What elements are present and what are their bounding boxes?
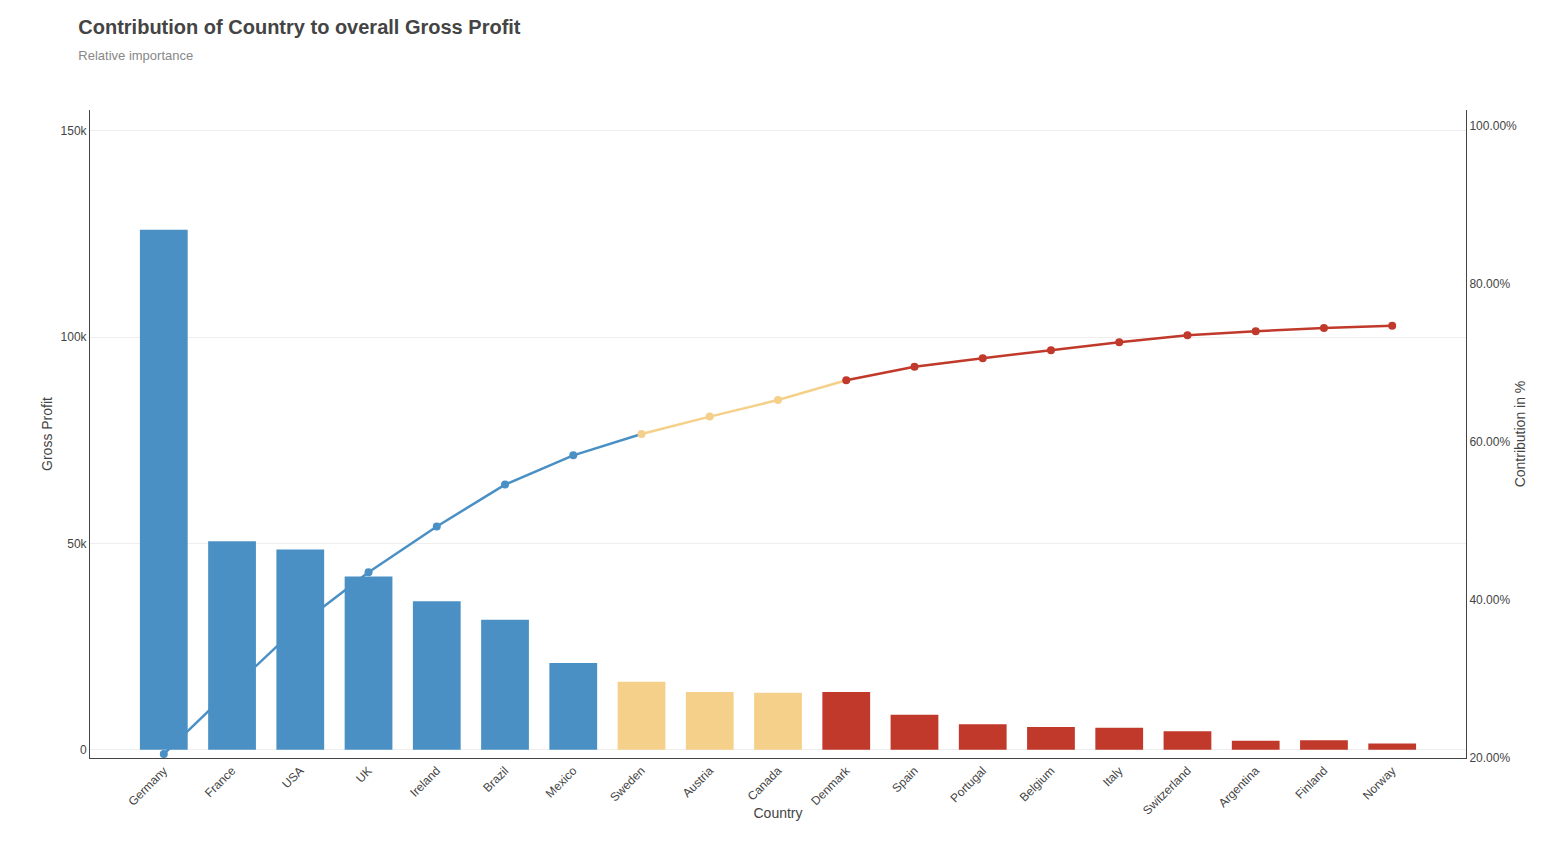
svg-text:France: France [202, 764, 239, 801]
svg-text:Contribution of Country to ove: Contribution of Country to overall Gross… [78, 16, 521, 63]
svg-text:USA: USA [279, 764, 306, 791]
svg-text:Portugal: Portugal [948, 764, 990, 806]
svg-text:20.00%: 20.00% [1469, 751, 1510, 765]
svg-text:Sweden: Sweden [607, 764, 648, 805]
svg-text:Denmark: Denmark [808, 763, 853, 808]
svg-text:Ireland: Ireland [407, 764, 443, 800]
svg-text:100.00%: 100.00% [1469, 119, 1517, 133]
svg-text:Gross Profit: Gross Profit [39, 397, 55, 471]
svg-text:Germany: Germany [125, 764, 170, 809]
svg-text:50k: 50k [67, 537, 87, 551]
svg-text:Italy: Italy [1100, 764, 1125, 789]
svg-text:Country: Country [753, 805, 802, 821]
svg-text:80.00%: 80.00% [1469, 277, 1510, 291]
svg-text:Norway: Norway [1360, 764, 1399, 803]
svg-text:40.00%: 40.00% [1469, 593, 1510, 607]
svg-text:100k: 100k [61, 330, 88, 344]
svg-text:Brazil: Brazil [480, 764, 511, 795]
svg-text:Austria: Austria [680, 764, 717, 801]
svg-text:Mexico: Mexico [543, 764, 580, 801]
svg-text:60.00%: 60.00% [1469, 435, 1510, 449]
svg-text:Belgium: Belgium [1017, 764, 1058, 805]
svg-text:UK: UK [353, 764, 375, 786]
svg-text:Spain: Spain [889, 764, 921, 796]
svg-text:Canada: Canada [745, 764, 785, 804]
svg-text:Switzerland: Switzerland [1140, 764, 1194, 818]
svg-text:0: 0 [80, 743, 87, 757]
svg-text:Argentina: Argentina [1216, 764, 1262, 810]
svg-text:Finland: Finland [1293, 764, 1331, 802]
svg-text:150k: 150k [61, 124, 88, 138]
svg-text:Contribution in %: Contribution in % [1512, 381, 1528, 488]
